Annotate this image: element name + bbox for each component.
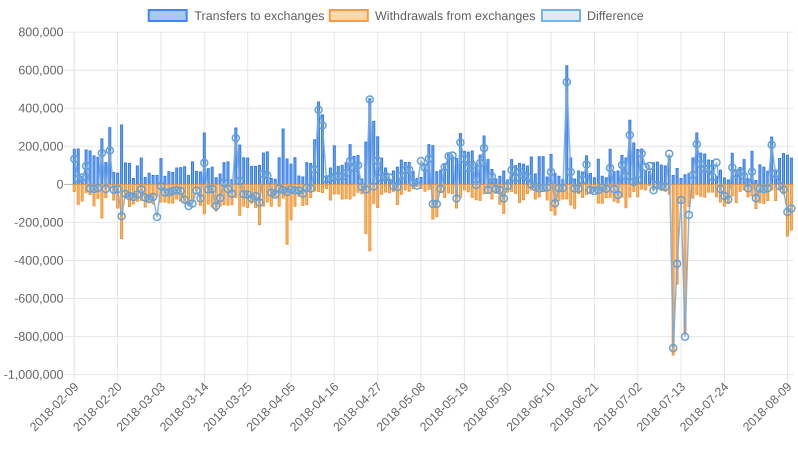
svg-text:800,000: 800,000 [18,25,63,39]
svg-text:-200,000: -200,000 [14,216,63,230]
svg-text:-1,000,000: -1,000,000 [4,368,64,382]
svg-text:600,000: 600,000 [18,63,63,77]
svg-text:200,000: 200,000 [18,139,63,153]
svg-text:Difference: Difference [587,9,644,23]
svg-text:-400,000: -400,000 [14,254,63,268]
svg-text:0: 0 [57,177,64,191]
svg-text:-600,000: -600,000 [14,292,63,306]
svg-text:Transfers to exchanges: Transfers to exchanges [194,9,324,23]
svg-text:-800,000: -800,000 [14,330,63,344]
svg-text:400,000: 400,000 [18,101,63,115]
svg-text:Withdrawals from exchanges: Withdrawals from exchanges [375,9,535,23]
